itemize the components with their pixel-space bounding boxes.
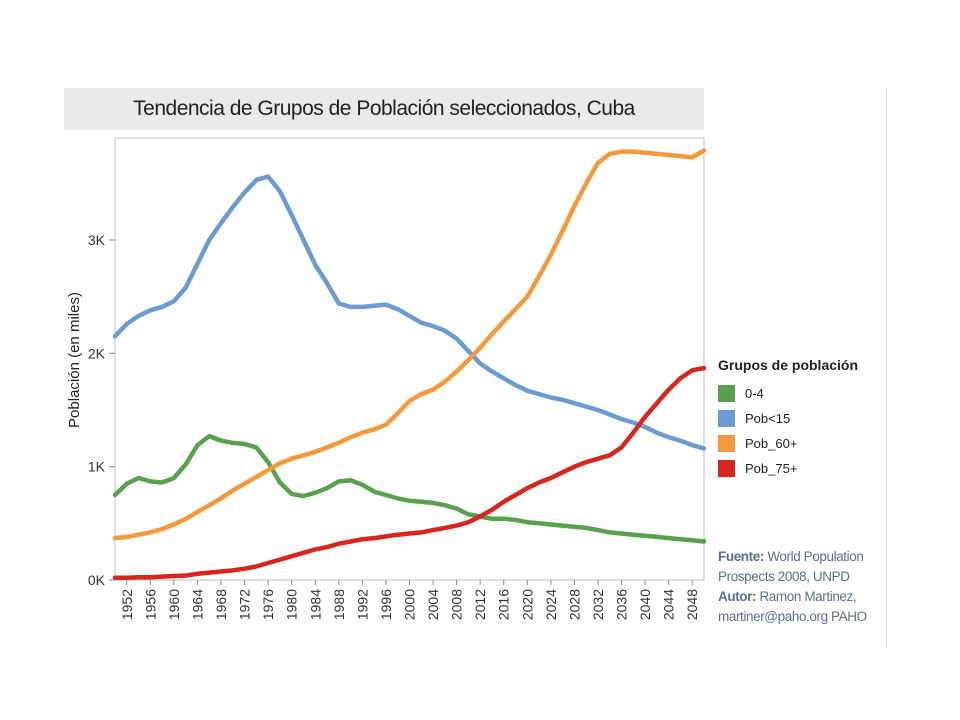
series-line-0-4 [112, 433, 707, 544]
legend-items: 0-4 Pob<15 Pob_60+ Pob_75+ [718, 381, 888, 481]
y-tick-label: 0K [88, 572, 106, 588]
series-layer [112, 148, 707, 580]
x-tick-label: 2016 [496, 589, 512, 620]
x-tick-label: 2048 [684, 589, 700, 620]
legend-label: Pob_60+ [745, 436, 798, 451]
x-tick-label: 1968 [213, 589, 229, 620]
y-tick-label: 3K [88, 232, 106, 248]
legend-label: Pob_75+ [745, 461, 798, 476]
legend-item: Pob<15 [718, 406, 888, 431]
legend-item: 0-4 [718, 381, 888, 406]
series-line-pob-60- [112, 148, 707, 541]
x-tick-label: 1984 [307, 589, 323, 620]
author-text: Ramon Martinez, martiner@paho.org PAHO [718, 589, 867, 624]
x-tick-label: 1988 [331, 589, 347, 620]
author-label: Autor: [718, 589, 757, 604]
x-tick-label: 1952 [119, 589, 135, 620]
plot-area [114, 137, 705, 581]
legend-item: Pob_60+ [718, 431, 888, 456]
source-note: Fuente: World Population Prospects 2008,… [718, 547, 888, 627]
x-tick-label: 2004 [425, 589, 441, 620]
x-tick-label: 2036 [614, 589, 630, 620]
x-tick-label: 2012 [472, 589, 488, 620]
series-line-pob-15 [112, 174, 707, 451]
x-tick-label: 1956 [142, 589, 158, 620]
title-bar: Tendencia de Grupos de Población selecci… [64, 88, 704, 130]
x-tick-label: 2028 [566, 589, 582, 620]
source-text: World Population Prospects 2008, UNPD [718, 549, 864, 584]
x-tick-label: 2040 [637, 589, 653, 620]
legend-item: Pob_75+ [718, 456, 888, 481]
x-tick-label: 2000 [402, 589, 418, 620]
right-divider [886, 88, 887, 648]
series-line-pob-75- [112, 365, 707, 580]
legend-label: 0-4 [745, 386, 764, 401]
legend-swatch [718, 385, 735, 402]
legend: Grupos de población 0-4 Pob<15 Pob_60+ Pob_… [718, 357, 888, 481]
x-tick-label: 2008 [449, 589, 465, 620]
legend-title: Grupos de población [718, 357, 859, 373]
x-tick-label: 1960 [166, 589, 182, 620]
x-tick-label: 1964 [189, 589, 205, 620]
legend-swatch [718, 410, 735, 427]
ticks-layer: 0K 1K 2K 3K 1952 1956 1960 1964 1968 1972 1976 1980… [66, 232, 700, 620]
x-tick-label: 2020 [519, 589, 535, 620]
legend-label: Pob<15 [745, 411, 791, 426]
x-tick-label: 1992 [354, 589, 370, 620]
y-axis-label: Población (en miles) [66, 292, 83, 428]
y-tick-label: 2K [88, 345, 106, 361]
source-label: Fuente: [718, 549, 764, 564]
x-tick-label: 1980 [284, 589, 300, 620]
legend-swatch [718, 435, 735, 452]
x-tick-label: 2024 [543, 589, 559, 620]
x-tick-label: 2032 [590, 589, 606, 620]
chart-title: Tendencia de Grupos de Población selecci… [133, 97, 635, 120]
y-tick-label: 1K [88, 459, 106, 475]
legend-swatch [718, 460, 735, 477]
x-tick-label: 1972 [237, 589, 253, 620]
x-tick-label: 1996 [378, 589, 394, 620]
x-tick-label: 2044 [661, 589, 677, 620]
x-tick-label: 1976 [260, 589, 276, 620]
axes-layer [114, 137, 705, 581]
